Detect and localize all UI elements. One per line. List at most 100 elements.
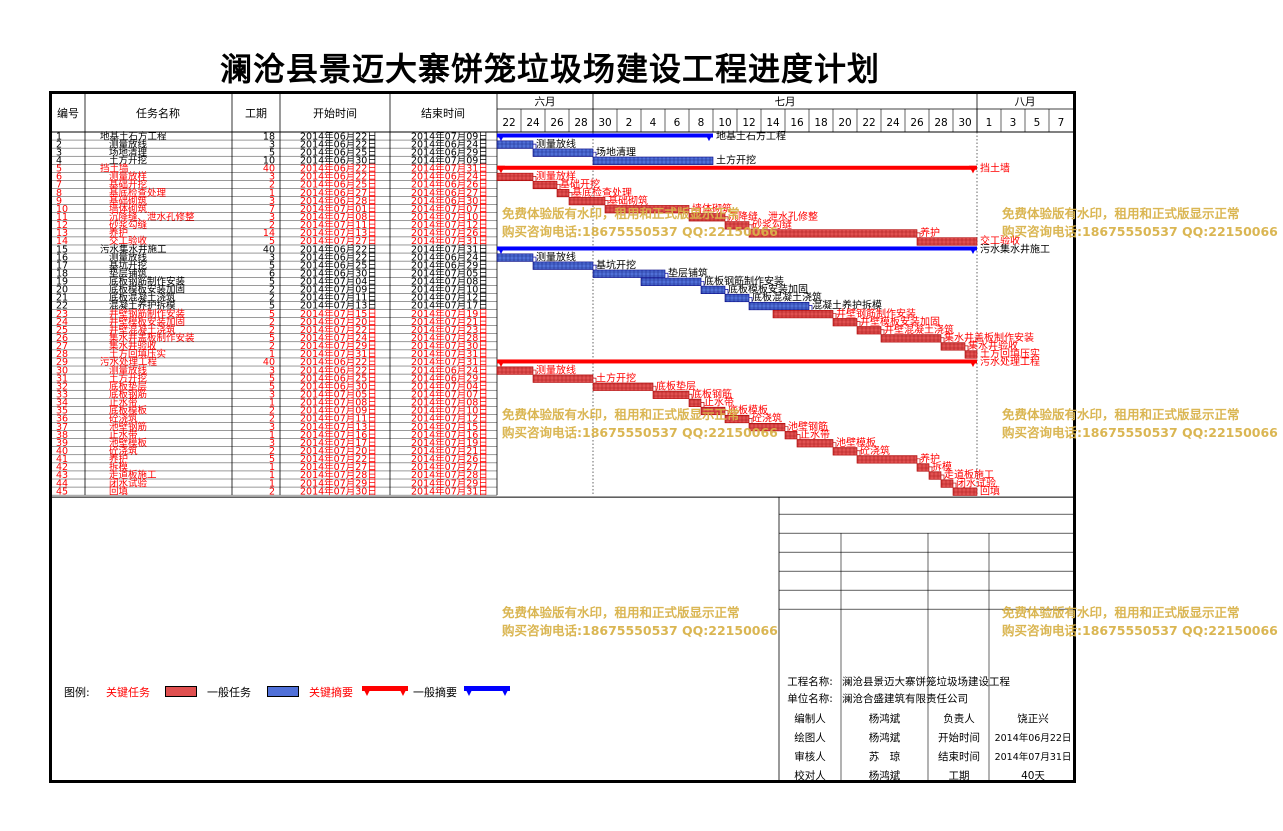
task-name: 土方开挖 — [109, 372, 148, 384]
task-no: 16 — [56, 252, 68, 263]
task-name: 闭水试验 — [109, 477, 148, 489]
task-end: 2014年07月19日 — [411, 437, 488, 449]
task-no: 35 — [56, 406, 68, 417]
day-label: 24 — [526, 117, 540, 129]
task-no: 12 — [56, 220, 68, 231]
summary-bar — [497, 133, 713, 138]
task-end: 2014年07月09日 — [411, 154, 488, 166]
task-end: 2014年07月10日 — [411, 284, 488, 296]
task-bar — [916, 237, 978, 246]
task-duration: 2 — [269, 446, 275, 457]
task-name: 止水带 — [109, 429, 138, 441]
task-name: 池壁钢筋 — [109, 421, 147, 433]
legend-normal-summary-label: 一般摘要 — [413, 686, 457, 699]
task-end: 2014年07月31日 — [411, 235, 488, 247]
task-bar — [832, 447, 858, 456]
task-bar — [700, 406, 726, 416]
task-name: 测量放线 — [109, 251, 148, 263]
day-label: 10 — [718, 117, 731, 129]
info-cell: 2014年06月22日 — [994, 733, 1072, 744]
task-bar — [532, 374, 594, 383]
month-label: 七月 — [775, 96, 796, 108]
watermark-text: 免费体验版有水印，租用和正式版显示正常 — [1002, 407, 1240, 422]
task-end: 2014年07月26日 — [411, 227, 488, 239]
task-start: 2014年06月28日 — [300, 195, 377, 207]
task-no: 2 — [56, 139, 62, 150]
task-name: 测量放样 — [109, 171, 147, 183]
bar-label: 井壁混凝土浇筑 — [884, 323, 954, 336]
task-start: 2014年06月22日 — [300, 364, 377, 376]
column-header: 任务名称 — [136, 106, 180, 120]
legend-critical-task-swatch — [165, 686, 197, 697]
task-no: 44 — [56, 478, 68, 489]
task-start: 2014年07月27日 — [300, 461, 377, 473]
bar-label: 养护 — [920, 226, 940, 239]
task-no: 33 — [56, 390, 68, 401]
task-end: 2014年07月09日 — [411, 130, 488, 142]
task-no: 40 — [56, 446, 68, 457]
summary-bar-end — [969, 165, 977, 174]
task-bar — [724, 293, 750, 303]
task-name: 测量放线 — [109, 138, 148, 150]
task-end: 2014年06月24日 — [411, 138, 488, 150]
task-end: 2014年07月17日 — [411, 300, 488, 312]
summary-bar-start — [497, 246, 505, 255]
task-duration: 40 — [263, 357, 275, 368]
task-bar — [856, 326, 882, 335]
task-duration: 1 — [269, 430, 275, 441]
unit-name: 澜沧合盛建筑有限责任公司 — [842, 693, 968, 705]
watermark-text: 免费体验版有水印，租用和正式版显示正常 — [502, 206, 740, 221]
task-duration: 1 — [269, 188, 275, 199]
task-no: 6 — [56, 172, 62, 183]
task-start: 2014年06月22日 — [300, 243, 377, 255]
task-end: 2014年07月26日 — [411, 453, 488, 465]
task-bar — [880, 334, 942, 343]
task-start: 2014年07月13日 — [300, 421, 377, 433]
bar-label: 混凝土养护拆模 — [812, 299, 882, 312]
task-no: 9 — [56, 196, 62, 207]
task-name: 交工验收 — [109, 235, 148, 247]
task-end: 2014年06月24日 — [411, 251, 488, 263]
summary-bar-start — [497, 133, 505, 142]
task-name: 基坑开挖 — [109, 259, 148, 271]
task-bar — [640, 277, 702, 286]
info-cell: 工期 — [948, 770, 970, 782]
task-start: 2014年07月16日 — [300, 429, 377, 441]
legend-critical-summary-swatch — [362, 686, 408, 696]
task-end: 2014年07月12日 — [411, 219, 488, 231]
task-duration: 10 — [263, 155, 275, 166]
summary-bar-end — [969, 359, 977, 368]
task-no: 4 — [56, 155, 62, 166]
task-bar — [688, 213, 726, 222]
task-bar — [724, 221, 750, 230]
bar-label: 场地清理 — [596, 145, 636, 158]
task-duration: 2 — [269, 325, 275, 336]
task-no: 38 — [56, 430, 68, 441]
task-duration: 3 — [269, 365, 275, 376]
task-no: 8 — [56, 188, 62, 199]
watermark-text: 购买咨询电话:18675550537 QQ:22150066 — [502, 224, 778, 239]
legend-critical-summary-label: 关键摘要 — [309, 686, 353, 699]
task-bar — [592, 382, 654, 391]
task-no: 41 — [56, 454, 68, 465]
task-no: 42 — [56, 462, 68, 473]
info-cell: 绘图人 — [794, 732, 826, 744]
task-no: 45 — [56, 486, 68, 497]
task-bar — [964, 350, 978, 359]
task-name: 集水井验收 — [109, 340, 157, 352]
task-duration: 40 — [263, 244, 275, 255]
task-no: 20 — [56, 285, 68, 296]
unit-label: 单位名称: — [787, 693, 833, 705]
task-end: 2014年07月15日 — [411, 421, 488, 433]
task-no: 14 — [56, 236, 68, 247]
month-label: 八月 — [1015, 96, 1036, 108]
bar-label: 池壁钢筋 — [788, 420, 828, 433]
task-no: 32 — [56, 381, 68, 392]
task-name: 混凝土养护拆模 — [109, 300, 176, 312]
task-name: 污水处理工程 — [100, 356, 158, 368]
bar-label: 拆模 — [932, 460, 952, 473]
task-duration: 3 — [269, 172, 275, 183]
summary-bar — [497, 359, 977, 364]
task-start: 2014年07月04日 — [300, 276, 377, 288]
day-label: 28 — [934, 117, 947, 129]
